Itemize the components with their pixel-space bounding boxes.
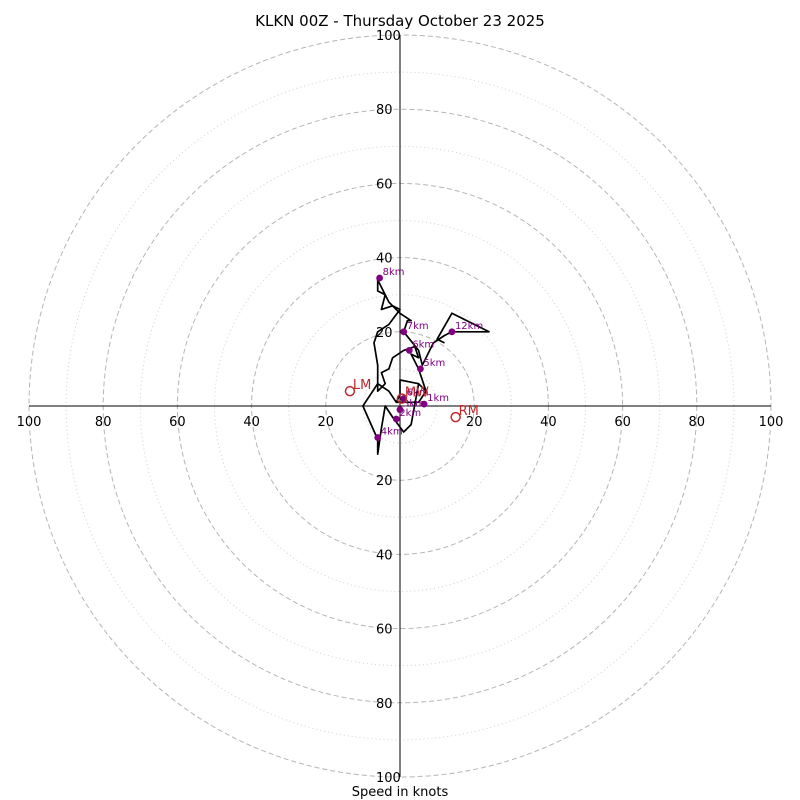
storm-motion-markers: LM RM MW (344, 378, 479, 423)
height-marker-dot (374, 434, 382, 441)
height-marker-label: 7km (407, 321, 429, 332)
height-marker-label: 3km (403, 399, 425, 410)
storm-motion-lm-marker (344, 385, 356, 397)
x-tick-label: 60 (614, 415, 631, 430)
storm-motion-rm-marker (450, 411, 461, 423)
height-marker-label: 6km (412, 339, 434, 350)
x-tick-label: 20 (318, 415, 335, 430)
x-tick-label: 100 (759, 415, 784, 430)
height-marker-label: 6km (407, 388, 429, 399)
height-marker-label: 12km (455, 321, 483, 332)
height-marker-dot (376, 274, 383, 282)
height-marker-label: 1km (427, 393, 449, 404)
storm-motion-mw-label: MW (405, 386, 429, 401)
storm-motion-lm-label: LM (353, 378, 371, 393)
x-tick-label: 40 (243, 415, 260, 430)
storm-motion-rm-label: RM (459, 404, 479, 419)
x-tick-label: 80 (95, 415, 112, 430)
chart-title: KLKN 00Z - Thursday October 23 2025 (255, 12, 545, 30)
y-tick-label: 20 (376, 474, 393, 489)
height-marker-dot (448, 328, 456, 336)
y-tick-label: 60 (376, 623, 393, 638)
height-marker-dot (405, 346, 413, 354)
height-marker-label: 8km (383, 267, 405, 278)
y-tick-label: 100 (376, 29, 401, 44)
x-tick-label: 100 (17, 415, 42, 430)
x-axis-label: Speed in knots (352, 785, 449, 800)
y-tick-label: 40 (376, 252, 393, 267)
height-marker-dot (420, 400, 428, 408)
y-tick-label: 40 (376, 548, 393, 563)
y-tick-label: 80 (376, 103, 393, 118)
height-marker-label: 4km (381, 427, 403, 438)
height-marker-label: 2km (399, 408, 421, 419)
height-marker-dot (400, 328, 408, 336)
x-tick-label: 80 (689, 415, 706, 430)
height-marker-dot (392, 415, 400, 423)
x-tick-label: 60 (169, 415, 186, 430)
x-tick-label: 20 (466, 415, 483, 430)
tick-labels: 100 80 60 40 20 20 40 60 80 100100806040202040608… (17, 29, 784, 786)
height-marker-label: 5km (423, 358, 445, 369)
y-tick-label: 60 (376, 177, 393, 192)
height-marker-dot (396, 406, 404, 414)
x-tick-label: 40 (540, 415, 557, 430)
storm-motion-mw-marker (396, 393, 408, 404)
height-marker-dot (417, 365, 424, 373)
y-tick-label: 80 (376, 697, 393, 712)
y-tick-label: 100 (376, 771, 401, 786)
